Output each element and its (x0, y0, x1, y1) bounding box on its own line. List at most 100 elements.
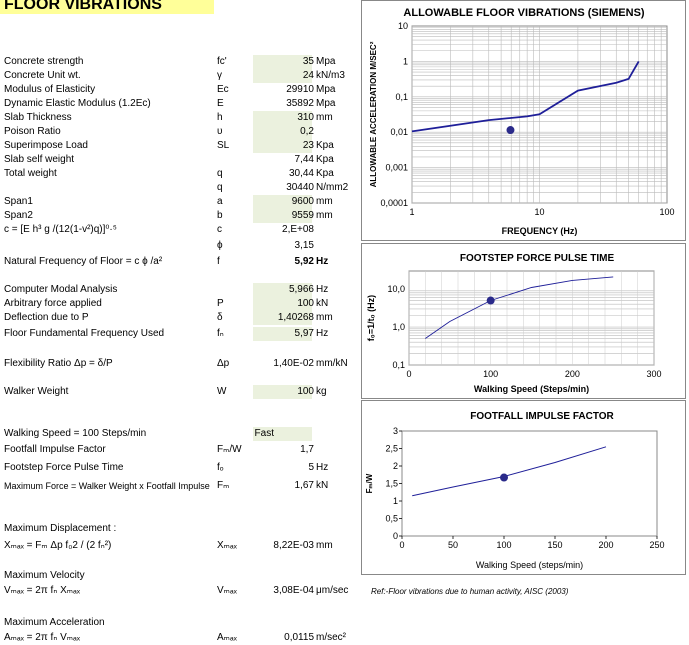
table-row: ϕ 3,15 (0, 239, 360, 253)
row-symbol: b (217, 210, 223, 221)
row-value: 35892 (286, 98, 314, 109)
table-row: Total weight q 30,44 Kpa (0, 167, 360, 181)
row-value[interactable]: 9600 (291, 196, 314, 207)
row-label: Maximum Acceleration (4, 617, 105, 628)
x-tick-label: 100 (659, 207, 674, 217)
table-row: Footfall Impulse Factor Fₘ/W 1,7 (0, 443, 360, 457)
row-unit: kN/m3 (316, 70, 345, 81)
y-tick-label: 0,1 (395, 92, 408, 102)
row-label: Superimpose Load (4, 140, 88, 151)
chart-footstep-pulse: FOOTSTEP FORCE PULSE TIME 0,1 1,0 10,0 0 100 2… (361, 243, 686, 399)
row-unit: Hz (316, 256, 329, 267)
x-tick-label: 300 (646, 369, 661, 379)
row-label: Footstep Force Pulse Time (4, 462, 124, 473)
row-label: Span2 (4, 210, 33, 221)
input-cell-bg (253, 195, 312, 209)
y-tick-label: 10 (398, 21, 408, 31)
row-label: Natural Frequency of Floor = c ϕ /a² (4, 256, 163, 267)
row-unit: Kpa (316, 154, 334, 165)
row-unit: mm (316, 540, 333, 551)
x-tick-label: 1 (409, 207, 414, 217)
row-symbol: fₙ (217, 328, 224, 339)
series-line (425, 276, 614, 339)
row-symbol: Aₘₐₓ (217, 632, 237, 643)
table-row: Flexibility Ratio Δp = δ/P Δp 1,40E-02 mm/k… (0, 357, 360, 371)
y-tick-label: 1 (393, 496, 398, 506)
row-label: Walker Weight (4, 386, 69, 397)
table-row: Concrete Unit wt. γ 24 kN/m3 (0, 69, 360, 83)
row-value[interactable]: 100 (297, 298, 314, 309)
row-symbol: Fₘ/W (217, 444, 242, 455)
row-symbol: Δp (217, 358, 230, 369)
row-unit: Mpa (316, 84, 336, 95)
x-axis-label: Walking Speed (Steps/min) (474, 384, 589, 394)
row-unit: Kpa (316, 140, 334, 151)
row-label: Walking Speed = 100 Steps/min (4, 428, 147, 439)
row-value[interactable]: Fast (254, 428, 274, 439)
row-value[interactable]: 9559 (291, 210, 314, 221)
row-symbol: SL (217, 140, 230, 151)
row-label: Modulus of Elasticity (4, 84, 96, 95)
row-unit: kN (316, 480, 329, 491)
table-row: Maximum Force = Walker Weight x Footfall… (0, 479, 360, 493)
row-value[interactable]: 23 (302, 140, 314, 151)
x-tick-label: 100 (483, 369, 498, 379)
row-label: Maximum Velocity (4, 570, 85, 581)
row-value[interactable]: 0,2 (300, 126, 314, 137)
x-axis-label: Walking Speed (steps/min) (476, 560, 583, 570)
row-value[interactable]: 310 (297, 112, 314, 123)
row-value: 30440 (286, 182, 314, 193)
row-label: Arbitrary force applied (4, 298, 102, 309)
row-label: Xₘₐₓ = Fₘ Δp f₀2 / (2 fₙ²) (4, 540, 112, 551)
row-symbol: Fₘ (217, 480, 230, 491)
table-row: Concrete strength fc' 35 Mpa (0, 55, 360, 69)
row-unit: m/sec² (316, 632, 346, 643)
row-label: Concrete strength (4, 56, 84, 67)
input-cell-bg (253, 327, 312, 341)
row-label: Deflection due to P (4, 312, 89, 323)
table-row: Walking Speed = 100 Steps/min Fast (0, 427, 360, 441)
row-value[interactable]: 35 (302, 56, 314, 67)
input-cell-bg (253, 69, 312, 83)
row-symbol: γ (217, 70, 222, 81)
y-axis-label: f₀=1/t₀ (Hz) (366, 295, 376, 341)
row-symbol: f (217, 256, 220, 267)
chart-title: FOOTSTEP FORCE PULSE TIME (460, 253, 615, 264)
input-cell-bg (253, 139, 312, 153)
input-cell-bg (253, 111, 312, 125)
row-label: Vₘₐₓ = 2π fₙ Xₘₐₓ (4, 585, 80, 596)
series-line (411, 60, 640, 133)
y-tick-label: 0 (393, 531, 398, 541)
input-cell-bg (253, 297, 312, 311)
row-symbol: Ec (217, 84, 229, 95)
row-unit: mm (316, 210, 333, 221)
row-value[interactable]: 5,966 (288, 284, 314, 295)
row-label: Maximum Force = Walker Weight x Footfall… (4, 481, 210, 491)
row-unit: kN (316, 298, 329, 309)
chart-title: FOOTFALL IMPULSE FACTOR (470, 411, 614, 422)
row-value[interactable]: 100 (297, 386, 314, 397)
table-row: Arbitrary force applied P 100 kN (0, 297, 360, 311)
x-tick-label: 0 (399, 540, 404, 550)
row-value: 30,44 (288, 168, 314, 179)
sheet-title: FLOOR VIBRATIONS (0, 0, 214, 14)
row-value[interactable]: 24 (302, 70, 314, 81)
row-unit: mm (316, 312, 333, 323)
row-label: Slab self weight (4, 154, 75, 165)
row-symbol: ϕ (217, 240, 223, 251)
row-value[interactable]: 1,40268 (277, 312, 314, 323)
row-label: Slab Thickness (4, 112, 72, 123)
x-tick-label: 150 (547, 540, 562, 550)
table-row: q 30440 N/mm2 (0, 181, 360, 195)
x-tick-label: 50 (448, 540, 458, 550)
y-tick-label: 1,0 (392, 322, 405, 332)
plot-area (401, 430, 658, 537)
row-value[interactable]: 5,97 (294, 328, 314, 339)
row-label: Flexibility Ratio Δp = δ/P (4, 358, 113, 369)
row-unit: Hz (316, 328, 329, 339)
table-row: Aₘₐₓ = 2π fₙ Vₘₐₓ Aₘₐₓ 0,0115 m/sec² (0, 631, 360, 645)
row-unit: mm (316, 196, 333, 207)
row-label: Poison Ratio (4, 126, 61, 137)
y-axis-label: Fₘ/W (365, 473, 374, 493)
table-row: Computer Modal Analysis 5,966 Hz (0, 283, 360, 297)
